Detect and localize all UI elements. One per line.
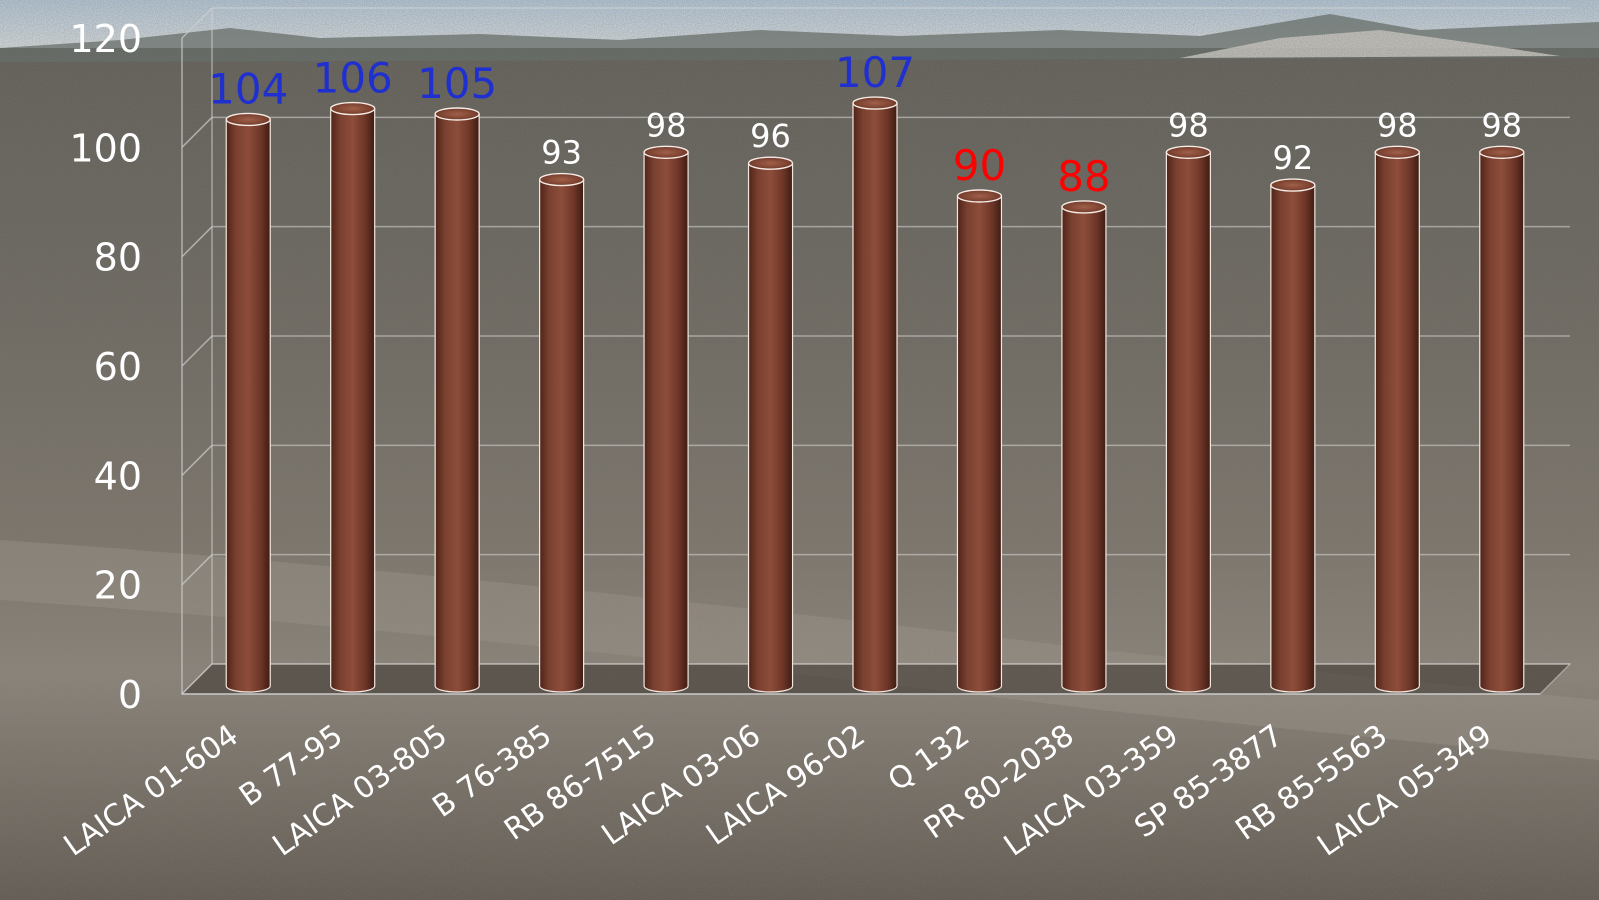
bar-body [747,162,794,693]
bar-body [434,113,480,693]
bar-body [956,195,1003,693]
bar-cap [538,172,585,187]
bar [434,107,480,693]
gridline-depth [181,116,213,148]
bar-body [1374,151,1420,693]
bar [225,112,271,693]
bar [956,189,1003,693]
bar-body [1165,151,1211,693]
bar-body [643,151,689,693]
data-label: 107 [835,48,915,97]
y-tick-label: 100 [69,126,142,170]
gridline-depth [181,226,213,258]
bar-cap [1061,200,1107,214]
data-label: 105 [417,59,497,108]
y-tick-label: 20 [94,564,142,608]
bar-body [539,179,585,693]
bar-body [1061,206,1107,693]
bar-cap [225,112,271,127]
data-label: 98 [1377,106,1418,144]
bar-cap [643,145,689,159]
y-tick-label: 40 [94,454,142,498]
bar-body [330,107,376,693]
bar-cap [1270,178,1316,192]
data-label: 96 [750,117,791,155]
bar-cap [434,107,480,121]
bar [1165,145,1212,693]
data-label: 106 [313,54,393,103]
data-label: 90 [953,141,1006,190]
gridline-depth [181,7,213,39]
bar-cap [1165,145,1212,159]
data-label: 98 [1481,106,1522,144]
bar-cap [747,156,794,170]
y-tick-label: 60 [94,345,142,389]
data-label: 93 [541,134,582,172]
bar-cap [329,101,376,116]
bar [643,145,689,693]
data-label: 98 [1168,106,1209,144]
bar-cap [1479,145,1525,159]
bar [1061,200,1107,693]
bar [747,156,794,693]
bar [1270,178,1316,693]
y-tick-label: 120 [69,17,142,61]
y-tick-label: 80 [94,236,142,280]
bar-body [1479,151,1525,693]
gridline-depth [181,554,213,586]
data-label: 88 [1057,152,1110,201]
bar-body [225,118,271,693]
bar [1374,145,1421,693]
gridline-depth [181,335,213,367]
gridline-depth [181,444,213,476]
bar [329,101,376,693]
y-tick-label: 0 [118,673,142,717]
bar [1479,145,1525,693]
data-label: 104 [208,64,288,113]
bar-body [1270,184,1316,693]
bar-cap [852,96,898,110]
data-label: 92 [1272,139,1313,177]
bar [538,172,585,693]
data-label: 98 [646,106,687,144]
bar-cap [956,189,1003,203]
bar [852,96,898,693]
bar-cap [1374,145,1421,159]
bar-body [852,102,898,693]
